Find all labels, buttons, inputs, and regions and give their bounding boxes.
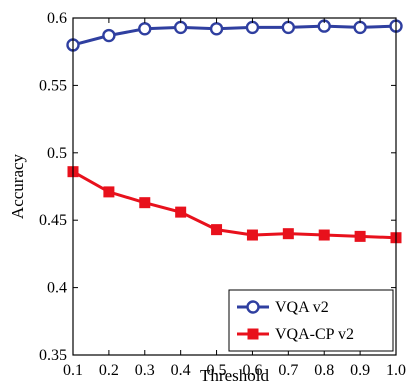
y-tick-label: 0.45 (39, 212, 67, 229)
legend-marker (247, 328, 259, 340)
data-point (209, 22, 224, 36)
data-point (175, 206, 187, 218)
x-tick-label: 0.1 (63, 362, 83, 379)
axis-ticks: 0.1 0.2 0.3 0.4 0.5 0.6 0.7 0.8 0.9 1.0 0.35 0.4 0.4… (39, 10, 406, 379)
x-tick-label: 1.0 (386, 362, 406, 379)
y-tick-label: 0.55 (39, 77, 67, 94)
x-tick-label: 0.8 (314, 362, 334, 379)
x-tick-label: 0.9 (350, 362, 370, 379)
y-tick-label: 0.6 (47, 10, 67, 27)
data-point (173, 20, 188, 35)
y-tick-label: 0.5 (47, 145, 67, 162)
legend-label: VQA v2 (275, 299, 329, 316)
x-tick-label: 0.3 (135, 362, 155, 379)
series-line (72, 24, 397, 47)
legend-marker (246, 300, 260, 314)
series-1 (66, 19, 403, 52)
y-axis-label: Accuracy (8, 153, 27, 219)
x-tick-label: 0.4 (171, 362, 191, 379)
data-point (353, 20, 367, 35)
data-point (318, 229, 330, 241)
x-tick-label: 0.2 (99, 362, 119, 379)
x-tick-label: 0.7 (278, 362, 298, 379)
data-point (139, 197, 151, 209)
y-tick-label: 0.35 (39, 347, 67, 364)
data-point (282, 228, 294, 240)
data-point (103, 186, 115, 198)
legend-box (228, 289, 394, 352)
x-tick-label: 0.5 (207, 362, 227, 379)
plot-frame (72, 17, 397, 356)
data-point (102, 28, 116, 43)
data-point (354, 230, 366, 242)
data-point (138, 22, 152, 36)
y-tick-label: 0.4 (47, 280, 67, 297)
data-point (245, 20, 260, 35)
x-axis-label: Threshold (200, 366, 269, 385)
legend: VQA v2 VQA-CP v2 (228, 289, 394, 352)
series-2 (67, 166, 402, 244)
data-point (211, 224, 223, 236)
plot-area (66, 19, 403, 244)
data-point (281, 20, 296, 35)
series-line (72, 170, 397, 240)
legend-label: VQA-CP v2 (275, 326, 354, 343)
x-tick-label: 0.6 (242, 362, 262, 379)
data-point (246, 229, 258, 241)
